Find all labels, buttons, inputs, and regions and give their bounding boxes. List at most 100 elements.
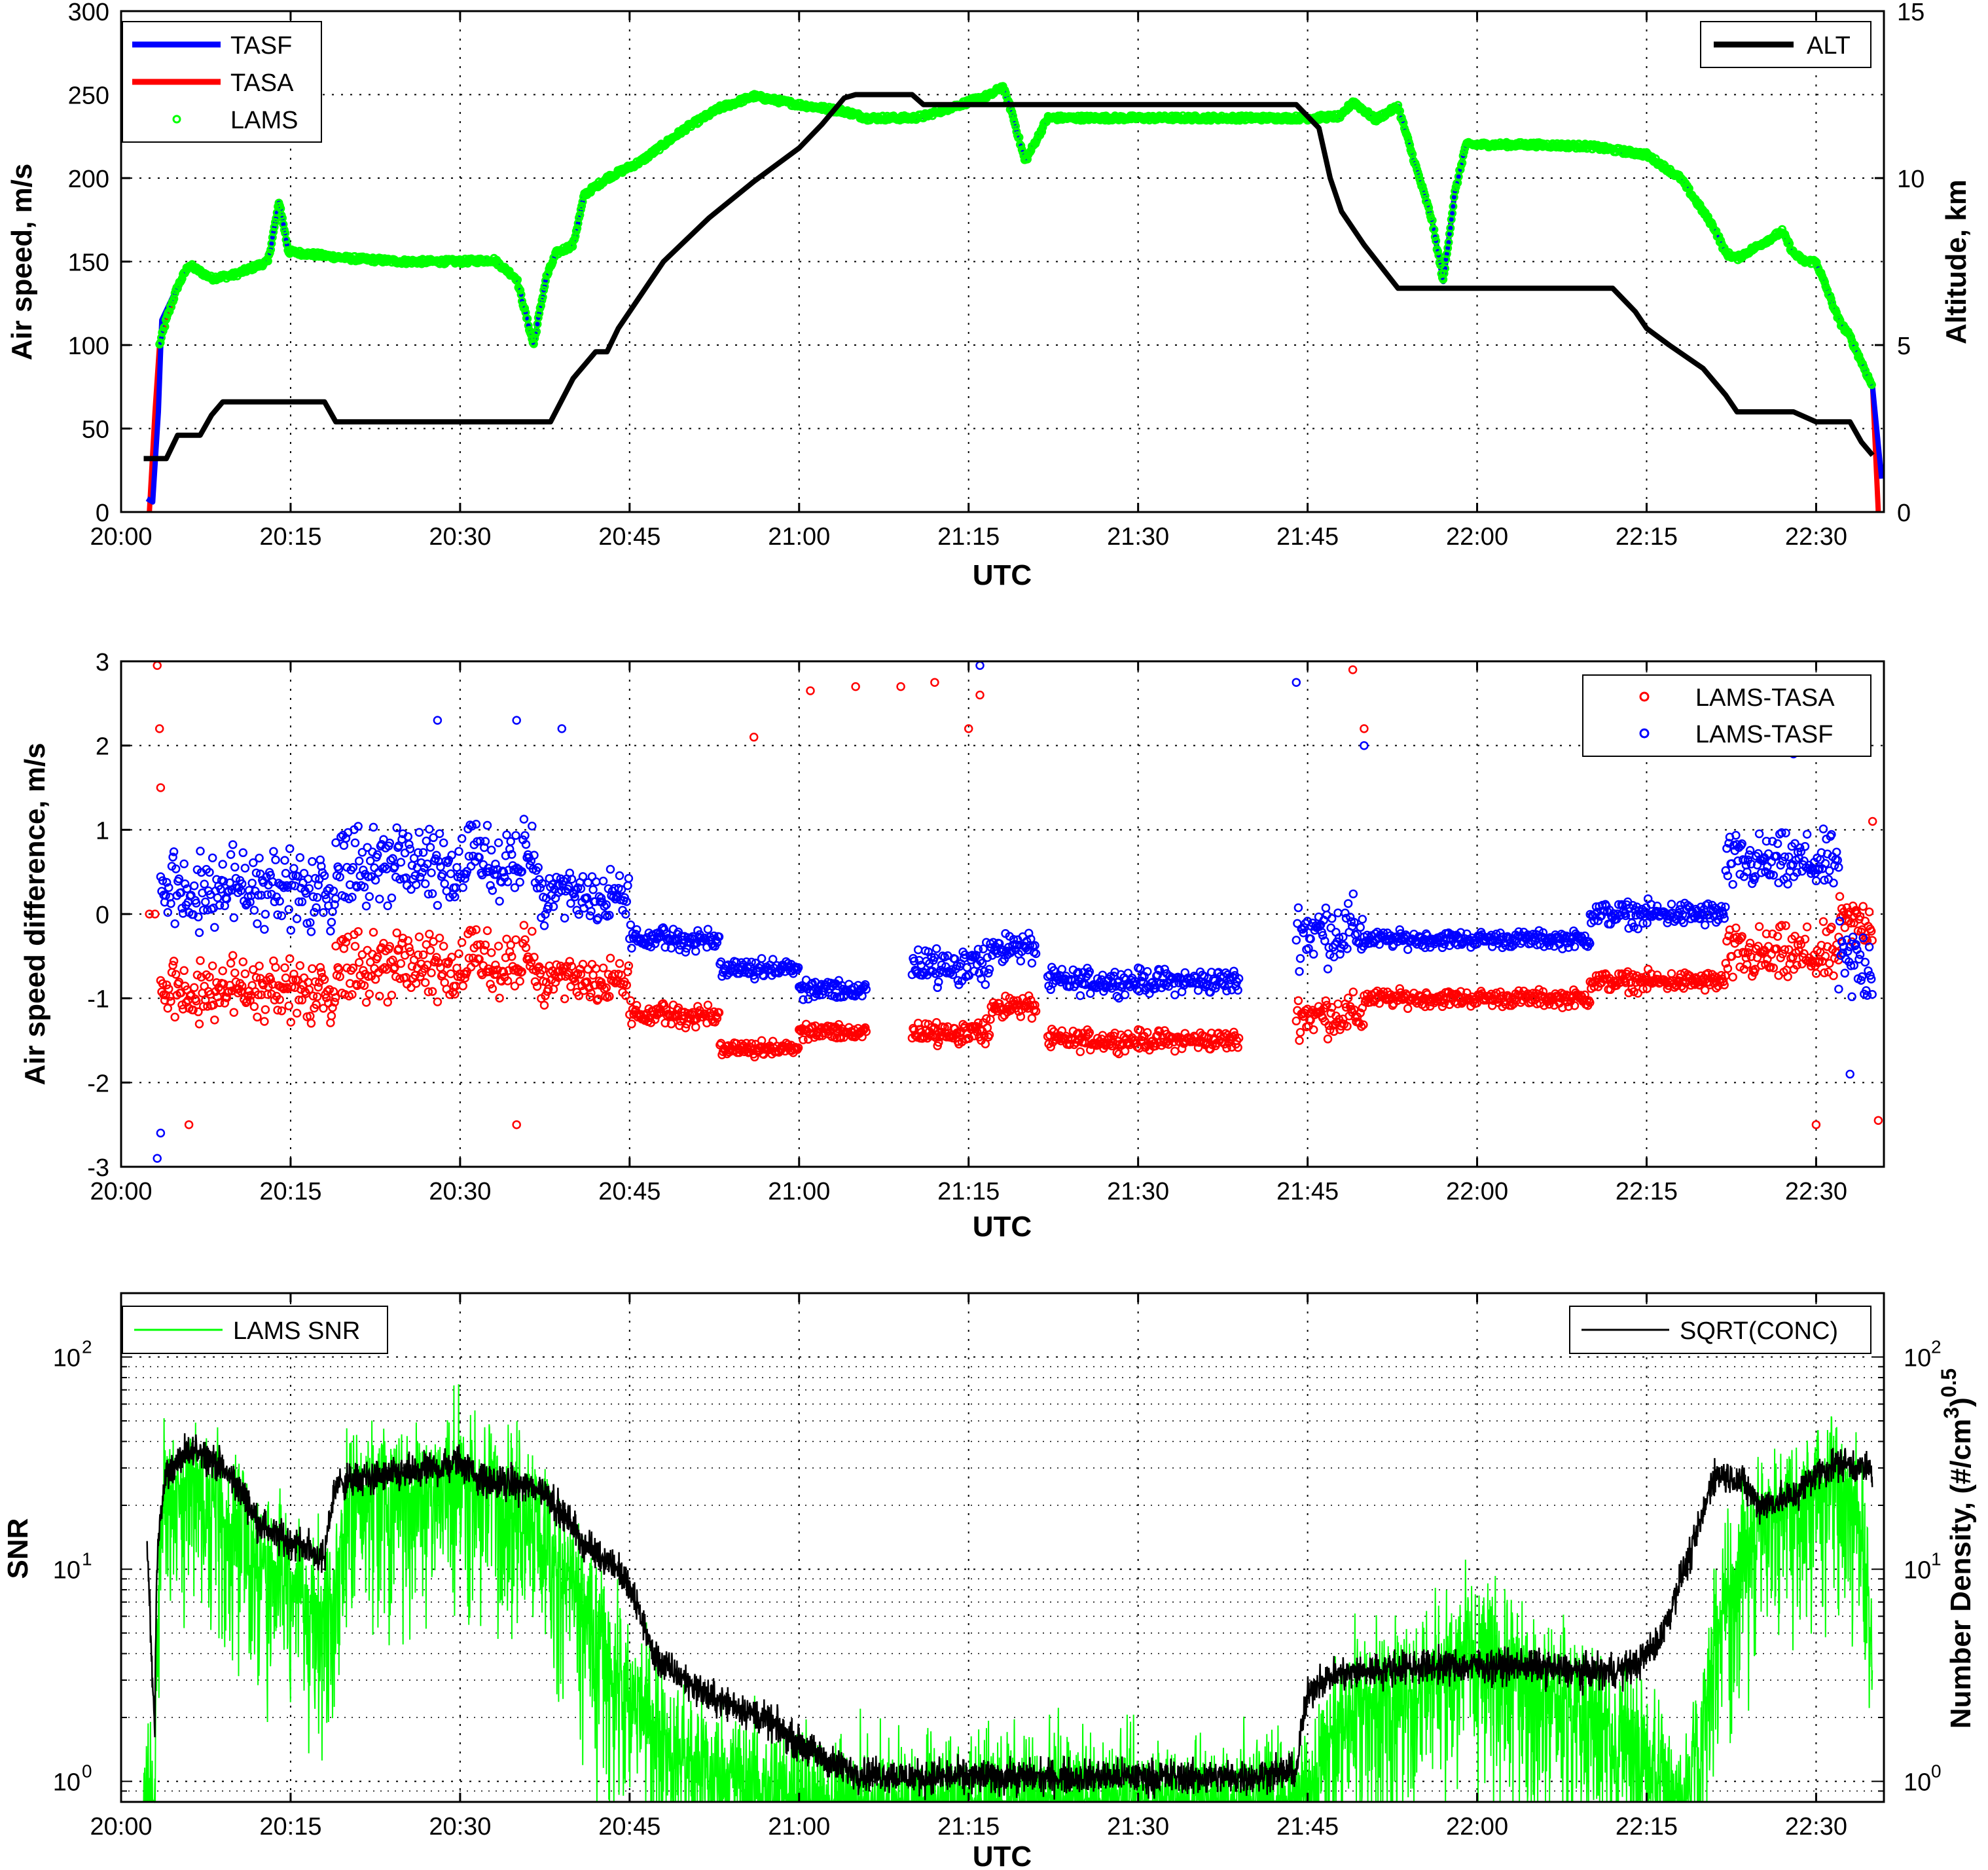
scatter-point — [169, 957, 179, 966]
scatter-point — [285, 954, 295, 963]
scatter-point — [1206, 987, 1215, 997]
scatter-point — [179, 859, 189, 869]
scatter-point — [622, 897, 632, 906]
scatter-point — [799, 995, 808, 1004]
scatter-point — [985, 1030, 994, 1040]
scatter-point — [324, 901, 333, 910]
scatter-point — [532, 883, 542, 893]
scatter-point — [396, 959, 406, 968]
scatter-point — [1362, 989, 1372, 999]
scatter-point — [475, 852, 484, 862]
scatter-point — [414, 932, 424, 942]
scatter-point — [247, 878, 257, 888]
scatter-point — [422, 940, 431, 949]
scatter-point — [229, 1008, 239, 1017]
scatter-point — [1321, 903, 1331, 913]
scatter-point — [422, 836, 431, 846]
scatter-point — [681, 1023, 691, 1033]
scatter-point — [425, 824, 434, 834]
scatter-point — [1326, 923, 1335, 932]
scatter-point — [308, 892, 318, 902]
scatter-point — [605, 992, 614, 1001]
scatter-point — [1327, 914, 1337, 923]
y-tick-label: 300 — [68, 0, 109, 26]
scatter-point — [464, 851, 474, 861]
scatter-point — [1549, 942, 1559, 951]
scatter-point — [703, 925, 713, 934]
lams-point — [1439, 269, 1449, 278]
scatter-point — [768, 955, 778, 964]
scatter-point — [425, 929, 434, 939]
scatter-point — [530, 953, 539, 962]
scatter-point — [369, 928, 378, 937]
lams-point — [1451, 183, 1460, 192]
scatter-point — [566, 898, 575, 908]
scatter-point — [249, 1002, 259, 1012]
scatter-point — [1780, 945, 1790, 954]
scatter-point — [1538, 928, 1548, 938]
scatter-point — [253, 890, 263, 900]
scatter-point — [632, 925, 642, 934]
scatter-point — [457, 938, 467, 947]
lams-point — [571, 232, 580, 241]
scatter-point — [228, 840, 238, 849]
scatter-point — [178, 909, 188, 918]
scatter-point — [388, 854, 397, 863]
scatter-point — [380, 862, 389, 871]
scatter-point — [510, 981, 520, 991]
y-tick-label: 150 — [68, 249, 109, 277]
scatter-point — [326, 1018, 335, 1027]
scatter-point — [266, 974, 275, 984]
y-tick-label: 100 — [68, 333, 109, 360]
series-lams-tasa — [145, 661, 1883, 1129]
scatter-point — [615, 959, 624, 968]
lams-point — [544, 268, 552, 278]
scatter-point — [286, 1018, 296, 1027]
lams-point — [1446, 223, 1455, 232]
y2-tick-label: 5 — [1897, 333, 1911, 360]
scatter-point — [277, 1006, 287, 1016]
scatter-point — [714, 1008, 724, 1018]
scatter-point — [450, 892, 460, 902]
scatter-point — [418, 848, 428, 857]
scatter-point — [321, 890, 330, 900]
scatter-point — [567, 962, 577, 971]
scatter-point — [189, 881, 199, 890]
airspeed-legend: TASF TASA LAMS — [122, 21, 322, 143]
scatter-point — [1233, 1043, 1242, 1052]
lams-point — [535, 309, 544, 318]
scatter-point — [609, 892, 618, 902]
scatter-point — [1341, 1002, 1351, 1012]
scatter-point — [1720, 980, 1729, 990]
scatter-point — [255, 853, 264, 863]
scatter-point — [297, 995, 307, 1005]
scatter-point — [1628, 901, 1638, 910]
scatter-point — [588, 885, 598, 894]
scatter-point — [1864, 907, 1874, 917]
scatter-point — [979, 966, 989, 976]
scatter-point — [433, 901, 443, 910]
scatter-point — [359, 866, 368, 875]
lams-point — [1449, 202, 1458, 211]
y-tick-label: 50 — [82, 416, 109, 444]
scatter-point — [414, 828, 424, 837]
scatter-point — [1299, 928, 1308, 938]
scatter-point — [530, 851, 539, 860]
scatter-point — [447, 953, 456, 962]
scatter-point — [171, 970, 181, 979]
scatter-point — [1846, 919, 1856, 928]
x-tick-label: 20:15 — [259, 523, 321, 551]
series-lams — [155, 82, 1876, 390]
scatter-point — [334, 864, 344, 873]
scatter-point — [158, 876, 168, 885]
scatter-point — [1170, 990, 1180, 1000]
scatter-point — [953, 976, 963, 985]
scatter-point — [1700, 985, 1710, 995]
scatter-point — [410, 871, 420, 881]
scatter-point — [1621, 978, 1631, 987]
scatter-point — [1293, 996, 1303, 1006]
scatter-point — [1358, 915, 1367, 924]
scatter-point — [299, 869, 309, 878]
scatter-point — [270, 897, 280, 906]
scatter-point — [450, 989, 460, 999]
